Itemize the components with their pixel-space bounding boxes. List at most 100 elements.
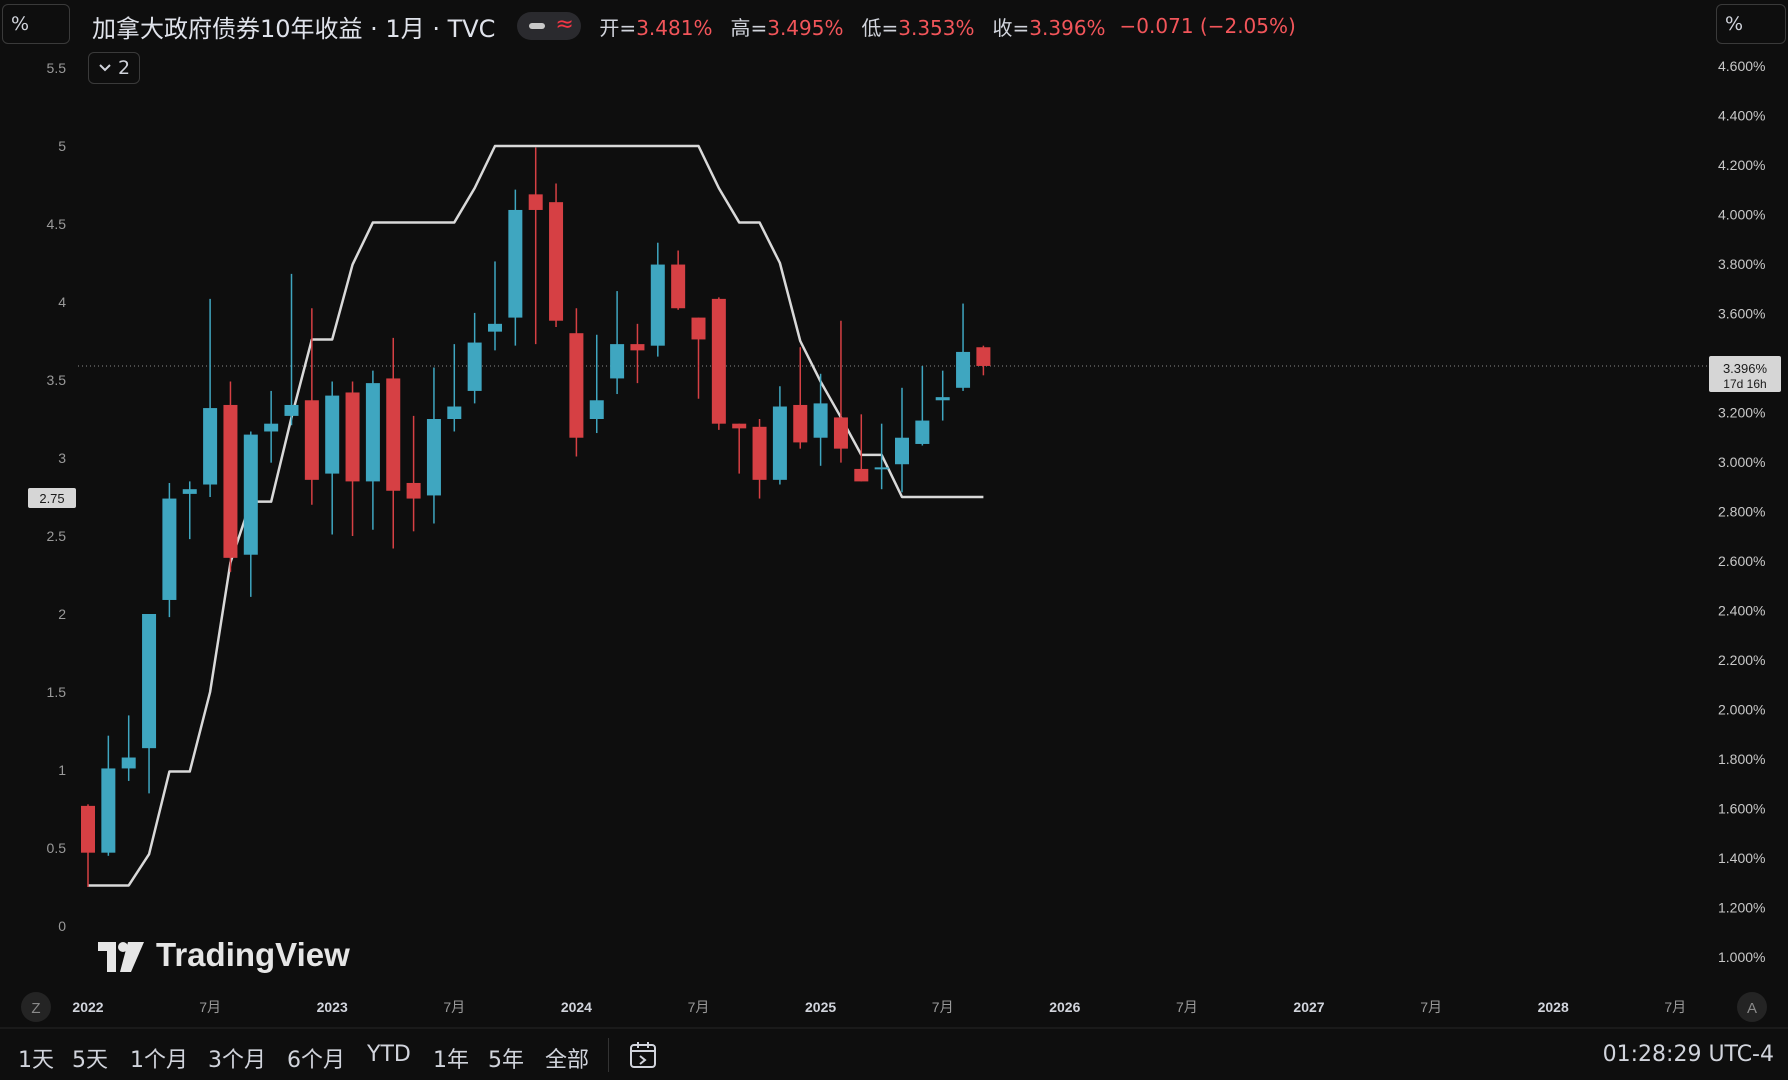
time-axis-tick: 2025: [805, 999, 836, 1015]
symbol-title[interactable]: 加拿大政府债券10年收益 · 1月 · TVC: [92, 14, 496, 43]
candle: [752, 419, 767, 499]
timeframe-3m[interactable]: 3个月: [208, 1048, 266, 1073]
ohlc-open: 开=3.481%: [599, 15, 713, 40]
right-axis-tick: 1.000%: [1718, 949, 1765, 965]
candle: [793, 347, 808, 449]
ohlc-low: 低=3.353%: [861, 15, 975, 40]
time-axis-tick: 7月: [443, 999, 465, 1015]
minus-icon: [529, 23, 546, 29]
time-axis-tick: 2026: [1049, 999, 1080, 1015]
unit-toggle-left-button[interactable]: %: [2, 4, 70, 44]
candle-body: [223, 404, 238, 558]
candle-body: [956, 351, 971, 388]
candle-body: [121, 757, 136, 769]
timeframe-5y[interactable]: 5年: [488, 1048, 524, 1073]
left-crosshair-tag: 2.75: [28, 488, 76, 508]
time-axis-tick: 7月: [932, 999, 954, 1015]
timeframe-1m[interactable]: 1个月: [130, 1048, 188, 1073]
right-price-axis: 1.000% 1.200% 1.400% 1.600% 1.800% 2.000% 2.20…: [1718, 58, 1765, 965]
candle-body: [569, 333, 584, 438]
candle-body: [610, 344, 625, 379]
candle-body: [345, 392, 360, 482]
candle-body: [447, 406, 462, 419]
auto-scale-a-button[interactable]: A: [1737, 992, 1767, 1022]
left-axis-tick: 0: [58, 918, 66, 934]
candle-body: [365, 383, 380, 482]
last-price-value: 3.396%: [1723, 361, 1768, 376]
time-axis-tick: 7月: [688, 999, 710, 1015]
left-axis-tick: 0.5: [47, 840, 67, 856]
candle-body: [732, 423, 747, 429]
candle-body: [549, 202, 564, 321]
right-axis-tick: 3.200%: [1718, 405, 1765, 421]
unit-toggle-right-button[interactable]: %: [1716, 4, 1786, 44]
candle-body: [142, 614, 157, 749]
left-axis-tick: 3.5: [47, 372, 67, 388]
candle-body: [650, 264, 665, 346]
candle: [671, 250, 686, 310]
candle: [121, 715, 136, 781]
clock-timezone[interactable]: 01:28:29 UTC-4: [1602, 1042, 1774, 1067]
candle-body: [508, 209, 523, 318]
time-axis-tick: 7月: [199, 999, 221, 1015]
left-axis-tick: 1: [58, 762, 66, 778]
candle: [406, 415, 421, 532]
candle: [365, 370, 380, 530]
indicator-collapse-button[interactable]: 2: [88, 52, 140, 84]
timeframe-1d[interactable]: 1天: [18, 1048, 54, 1073]
time-axis: 2022 7月 2023 7月 2024 7月 2025 7月 2026 7月 2027 7月 2028…: [72, 999, 1686, 1015]
left-axis-tick: 5.5: [47, 60, 67, 76]
time-axis-tick: 2027: [1293, 999, 1324, 1015]
candle: [732, 423, 747, 474]
time-axis-tick: 7月: [1176, 999, 1198, 1015]
candle-body: [772, 406, 787, 480]
candle-body: [874, 467, 889, 470]
toolbar-divider: [608, 1038, 609, 1072]
candle-body: [101, 768, 116, 853]
candle: [874, 423, 889, 490]
candle: [854, 414, 869, 482]
calendar-range-icon[interactable]: [628, 1040, 660, 1070]
candle: [162, 482, 177, 618]
left-axis-tick: 1.5: [47, 684, 67, 700]
candle: [467, 312, 482, 404]
candle: [223, 381, 238, 572]
candle: [711, 297, 726, 430]
bottom-toolbar: 1天 5天 1个月 3个月 6个月 YTD 1年 5年 全部 01:28:29 …: [0, 1030, 1788, 1080]
time-axis-tick: 2022: [72, 999, 103, 1015]
chart-canvas[interactable]: 0 0.5 1 1.5 2 2.5 3 3.5 4 4.5 5 5.5 1.000% 1.200% 1.4…: [0, 0, 1788, 1030]
left-axis-tick: 4.5: [47, 216, 67, 232]
left-axis-tick: 5: [58, 138, 66, 154]
timeframe-1y[interactable]: 1年: [433, 1048, 469, 1073]
timeframe-ytd[interactable]: YTD: [367, 1042, 411, 1067]
price-change: −0.071 (−2.05%): [1119, 14, 1296, 38]
right-axis-tick: 1.600%: [1718, 801, 1765, 817]
right-axis-tick: 2.600%: [1718, 553, 1765, 569]
candle: [813, 373, 828, 466]
auto-scale-z-button[interactable]: Z: [21, 992, 51, 1022]
wave-icon: ≈: [555, 12, 574, 37]
candle: [772, 386, 787, 485]
candle-body: [691, 317, 706, 340]
candle: [935, 370, 950, 421]
left-price-axis: 0 0.5 1 1.5 2 2.5 3 3.5 4 4.5 5 5.5: [47, 60, 67, 934]
tradingview-logo: TradingView: [98, 936, 350, 973]
candle-body: [81, 805, 95, 853]
candle: [895, 387, 909, 493]
timeframe-all[interactable]: 全部: [545, 1048, 590, 1073]
timeframe-5d[interactable]: 5天: [72, 1048, 108, 1073]
right-axis-tick: 3.800%: [1718, 256, 1765, 272]
time-axis-tick: 7月: [1420, 999, 1442, 1015]
candle: [915, 365, 930, 446]
candle-body: [793, 404, 808, 443]
candle-body: [528, 194, 543, 210]
time-axis-tick: 2028: [1538, 999, 1569, 1015]
chart-style-pill[interactable]: ≈: [517, 12, 582, 40]
candle: [833, 320, 848, 463]
candle: [976, 345, 991, 376]
chevron-down-icon: [99, 64, 111, 72]
timeframe-6m[interactable]: 6个月: [287, 1048, 345, 1073]
candle: [508, 189, 523, 346]
candle: [956, 303, 971, 391]
candle-body: [752, 426, 767, 480]
